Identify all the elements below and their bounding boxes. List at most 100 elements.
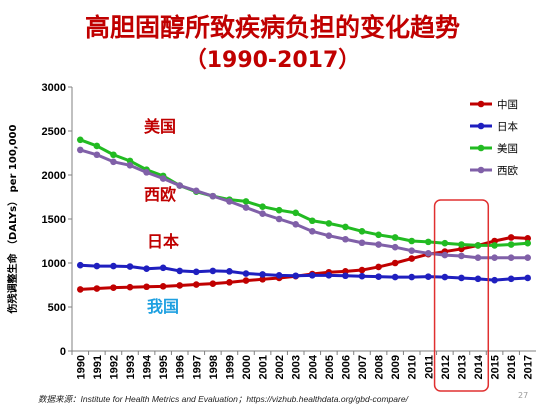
- data-point: [441, 251, 449, 259]
- data-point: [375, 231, 382, 239]
- data-point: [259, 203, 266, 210]
- data-point: [226, 198, 233, 205]
- data-point: [458, 252, 465, 260]
- data-point: [308, 228, 316, 235]
- data-point: [226, 279, 233, 286]
- y-tick-label: 3000: [42, 82, 66, 94]
- series-line: [79, 148, 528, 260]
- legend-marker: [477, 100, 485, 108]
- x-tick-label: 1991: [92, 355, 104, 379]
- data-point: [275, 206, 283, 214]
- data-point: [342, 272, 349, 280]
- x-tick-label: 2002: [274, 355, 286, 379]
- data-point: [408, 273, 416, 281]
- x-tick-label: 1995: [158, 355, 170, 379]
- data-point: [143, 283, 150, 291]
- data-point: [474, 254, 482, 262]
- data-point: [375, 241, 382, 248]
- series-annotation: 日本: [147, 232, 179, 251]
- x-tick-label: 2014: [473, 354, 485, 379]
- data-point: [342, 223, 349, 231]
- data-point: [76, 146, 84, 154]
- y-tick-label: 500: [48, 302, 66, 314]
- data-point: [93, 262, 101, 270]
- data-point: [76, 136, 84, 144]
- data-point: [441, 239, 449, 247]
- series-annotation: 我国: [147, 297, 179, 316]
- x-tick-label: 1997: [191, 355, 203, 379]
- data-point: [391, 273, 399, 281]
- x-tick-label: 2003: [291, 355, 303, 379]
- x-tick-label: 2016: [506, 355, 518, 379]
- data-point: [226, 268, 233, 275]
- data-point: [358, 272, 366, 280]
- data-point: [342, 235, 349, 243]
- data-point: [308, 217, 316, 225]
- data-point: [507, 241, 515, 248]
- y-tick-label: 1000: [42, 258, 66, 270]
- data-point: [507, 234, 515, 241]
- legend-label: 美国: [497, 142, 518, 155]
- data-point: [474, 242, 482, 249]
- data-point: [93, 142, 101, 150]
- legend-label: 中国: [497, 98, 518, 111]
- legend-marker: [477, 122, 485, 130]
- data-point: [308, 272, 316, 279]
- x-tick-label: 2009: [390, 355, 402, 379]
- x-tick-label: 1999: [224, 355, 236, 379]
- x-tick-label: 2010: [407, 355, 419, 379]
- data-point: [242, 204, 250, 211]
- data-point: [524, 235, 532, 242]
- data-point: [110, 158, 117, 166]
- x-tick-label: 2017: [523, 355, 535, 379]
- data-point: [192, 281, 200, 288]
- data-point: [192, 187, 200, 195]
- data-point: [424, 238, 432, 246]
- data-point: [424, 250, 432, 257]
- data-point: [408, 237, 416, 245]
- data-point: [408, 247, 416, 254]
- x-tick-label: 2006: [340, 355, 352, 379]
- data-point: [275, 272, 283, 279]
- data-point: [259, 271, 266, 278]
- data-point: [292, 220, 300, 228]
- y-tick-label: 0: [60, 346, 66, 358]
- data-point: [76, 261, 84, 269]
- data-point: [76, 286, 84, 293]
- data-point: [375, 273, 382, 280]
- data-point: [391, 243, 399, 251]
- data-point: [159, 175, 167, 182]
- data-point: [441, 273, 449, 281]
- page-number: 27: [518, 391, 529, 400]
- data-point: [242, 277, 250, 284]
- series-annotation: 西欧: [144, 185, 176, 204]
- y-tick-label: 2000: [42, 170, 66, 182]
- x-tick-label: 2012: [440, 355, 452, 379]
- data-point: [176, 282, 184, 289]
- data-point: [358, 266, 366, 274]
- data-point: [491, 242, 498, 249]
- data-point: [358, 239, 366, 247]
- data-point: [209, 267, 217, 275]
- x-tick-label: 2011: [423, 355, 435, 379]
- data-point: [143, 265, 150, 273]
- data-point: [126, 283, 134, 291]
- data-point: [458, 274, 465, 282]
- chart-subtitle: （1990-2017）: [184, 48, 361, 73]
- data-point: [110, 284, 117, 291]
- x-tick-label: 2007: [357, 355, 369, 379]
- data-point: [491, 276, 498, 284]
- data-point: [524, 254, 532, 262]
- data-point: [507, 254, 515, 262]
- data-point: [507, 275, 515, 283]
- x-tick-label: 2005: [324, 355, 336, 379]
- data-point: [474, 275, 482, 283]
- y-tick-label: 2500: [42, 126, 66, 138]
- chart-title: 高胆固醇所致疾病负担的变化趋势: [84, 13, 460, 42]
- x-tick-label: 1990: [75, 355, 87, 379]
- data-point: [325, 232, 333, 240]
- data-source-note: 数据来源：Institute for Health Metrics and Ev…: [38, 394, 408, 404]
- data-point: [176, 182, 184, 189]
- data-point: [110, 151, 117, 159]
